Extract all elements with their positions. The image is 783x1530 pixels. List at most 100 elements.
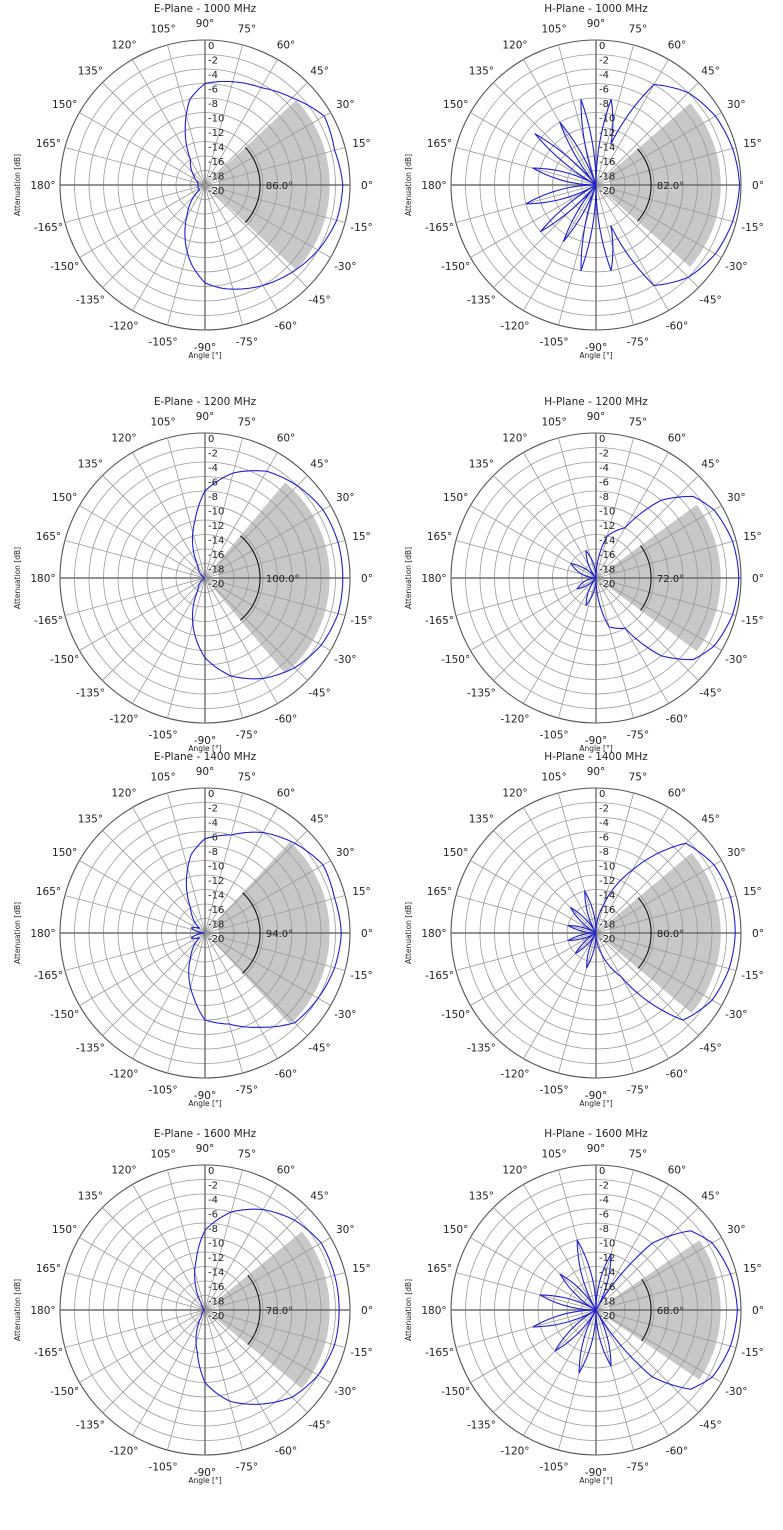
- radial-tick-label: -20: [599, 186, 615, 197]
- grid-spoke: [595, 44, 634, 186]
- radial-tick-label: -4: [599, 70, 609, 81]
- radial-tick-label: -18: [599, 565, 615, 576]
- grid-spoke: [64, 932, 206, 971]
- angle-tick-label: -45°: [308, 1043, 330, 1055]
- grid-spoke: [79, 860, 206, 934]
- grid-spoke: [595, 540, 737, 579]
- angle-tick-label: -60°: [275, 1445, 297, 1457]
- grid-spoke: [595, 184, 699, 288]
- angle-tick-label: 120°: [111, 1165, 136, 1177]
- beamwidth-label: 82.0°: [657, 181, 684, 192]
- angle-tick-label: -150°: [441, 654, 470, 666]
- angle-tick-label: 0°: [361, 1305, 373, 1317]
- angle-tick-label: 180°: [30, 573, 55, 585]
- angle-tick-label: 60°: [277, 433, 296, 445]
- angle-tick-label: 0°: [752, 1305, 764, 1317]
- grid-spoke: [523, 1184, 597, 1311]
- grid-spoke: [167, 932, 206, 1074]
- angle-tick-label: 15°: [352, 138, 371, 150]
- beamwidth-label: 100.0°: [266, 574, 300, 585]
- angle-tick-label: 150°: [52, 1224, 77, 1236]
- radial-tick-label: -18: [599, 172, 615, 183]
- grid-spoke: [167, 1169, 206, 1311]
- radial-tick-label: -4: [208, 70, 218, 81]
- radial-tick-label: -14: [208, 536, 224, 547]
- radial-tick-label: -2: [208, 449, 218, 460]
- grid-spoke: [595, 932, 722, 1006]
- angle-tick-label: -105°: [540, 1462, 569, 1474]
- angle-tick-label: -60°: [666, 1445, 688, 1457]
- radial-tick-label: -2: [208, 1181, 218, 1192]
- chart-title: H-Plane - 1600 MHz: [544, 1128, 648, 1140]
- angle-tick-label: 60°: [668, 788, 687, 800]
- angle-tick-label: -30°: [725, 261, 747, 273]
- chart-title: E-Plane - 1600 MHz: [154, 1128, 257, 1140]
- angle-tick-label: 0°: [752, 928, 764, 940]
- grid-spoke: [493, 830, 597, 934]
- grid-spoke: [204, 1309, 278, 1436]
- angle-tick-label: 105°: [541, 772, 566, 784]
- radiation-pattern-curve: [525, 83, 741, 287]
- angle-tick-label: 0°: [361, 180, 373, 192]
- angle-tick-label: -165°: [425, 222, 454, 234]
- angle-tick-label: 90°: [587, 766, 606, 778]
- grid-spoke: [595, 452, 669, 579]
- x-axis-label: Angle [°]: [579, 1476, 612, 1485]
- angle-tick-label: -120°: [109, 713, 138, 725]
- radial-tick-label: -20: [208, 186, 224, 197]
- angle-tick-label: 90°: [196, 18, 215, 30]
- radial-tick-label: -18: [208, 565, 224, 576]
- radial-tick-label: -2: [599, 804, 609, 815]
- grid-spoke: [204, 1184, 278, 1311]
- angle-tick-label: -45°: [308, 295, 330, 307]
- grid-spoke: [204, 932, 243, 1074]
- grid-spoke: [204, 59, 278, 186]
- polar-chart-4: 0 -2 -4 -6 -8 -10 -12 -14 -16 -18 -20 0° 15° 30° 45° 60…: [391, 393, 782, 773]
- angle-tick-label: -75°: [236, 337, 258, 349]
- radial-tick-label: -18: [208, 920, 224, 931]
- angle-tick-label: -120°: [500, 1068, 529, 1080]
- angle-tick-label: -15°: [741, 222, 763, 234]
- y-axis-label: Attenuation [dB]: [404, 547, 413, 609]
- radial-tick-label: -18: [208, 172, 224, 183]
- radial-tick-label: -6: [208, 833, 218, 844]
- grid-spoke: [79, 1237, 206, 1311]
- angle-tick-label: 30°: [336, 847, 355, 859]
- radiation-pattern-curve: [185, 831, 342, 1028]
- radial-tick-label: 0: [208, 434, 214, 445]
- radial-tick-label: 0: [599, 1166, 605, 1177]
- grid-spoke: [79, 505, 206, 579]
- radial-tick-label: 0: [599, 41, 605, 52]
- angle-tick-label: 105°: [541, 1149, 566, 1161]
- polar-plot: 0 -2 -4 -6 -8 -10 -12 -14 -16 -18 -20 0° 15° 30° 45° 60…: [404, 751, 764, 1108]
- angle-tick-label: -150°: [50, 1386, 79, 1398]
- radial-tick-label: -2: [208, 804, 218, 815]
- radial-tick-label: -14: [599, 536, 615, 547]
- grid-spoke: [493, 577, 597, 681]
- angle-tick-label: -120°: [500, 320, 529, 332]
- polar-plot: 0 -2 -4 -6 -8 -10 -12 -14 -16 -18 -20 0° 15° 30° 45° 60…: [13, 396, 373, 753]
- angle-tick-label: -120°: [109, 1445, 138, 1457]
- angle-tick-label: -90°: [194, 1467, 216, 1479]
- grid-spoke: [558, 437, 597, 579]
- angle-tick-label: -135°: [76, 1420, 105, 1432]
- angle-tick-label: 75°: [629, 417, 648, 429]
- angle-tick-label: -120°: [500, 713, 529, 725]
- y-axis-label: Attenuation [dB]: [13, 154, 22, 216]
- grid-spoke: [204, 475, 308, 579]
- chart-title: E-Plane - 1200 MHz: [154, 396, 257, 408]
- grid-spoke: [558, 577, 597, 719]
- angle-tick-label: 150°: [52, 99, 77, 111]
- angle-tick-label: -135°: [76, 688, 105, 700]
- angle-tick-label: -30°: [725, 1009, 747, 1021]
- grid-spoke: [595, 792, 634, 934]
- radial-tick-label: -20: [208, 579, 224, 590]
- grid-spoke: [558, 792, 597, 934]
- angle-tick-label: 0°: [752, 573, 764, 585]
- angle-tick-label: -15°: [350, 615, 372, 627]
- grid-spoke: [470, 577, 597, 651]
- grid-spoke: [493, 1207, 597, 1311]
- radial-tick-label: 0: [599, 789, 605, 800]
- grid-spoke: [204, 147, 346, 186]
- angle-tick-label: -165°: [34, 970, 63, 982]
